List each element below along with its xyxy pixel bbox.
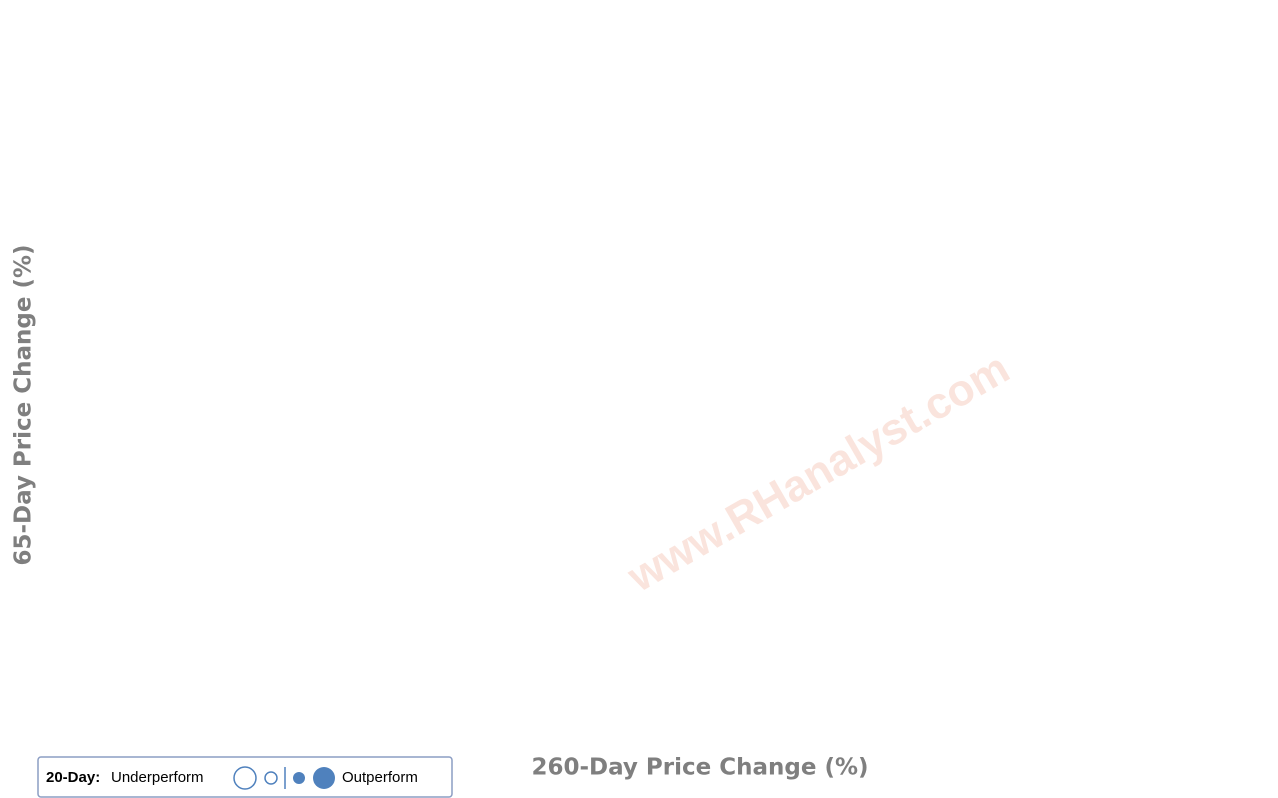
- y-axis-title: 65-Day Price Change (%): [11, 244, 37, 565]
- legend-title: 20-Day:: [46, 769, 100, 786]
- watermark: www.RHanalyst.com: [619, 344, 1018, 603]
- legend-icon: [264, 771, 278, 785]
- x-axis-title: 260-Day Price Change (%): [531, 755, 868, 781]
- legend-high: Outperform: [342, 769, 418, 786]
- legend-low: Underperform: [111, 769, 204, 786]
- legend-icon: [233, 766, 257, 790]
- legend-icon: [293, 772, 305, 784]
- legend-icon: [313, 767, 335, 789]
